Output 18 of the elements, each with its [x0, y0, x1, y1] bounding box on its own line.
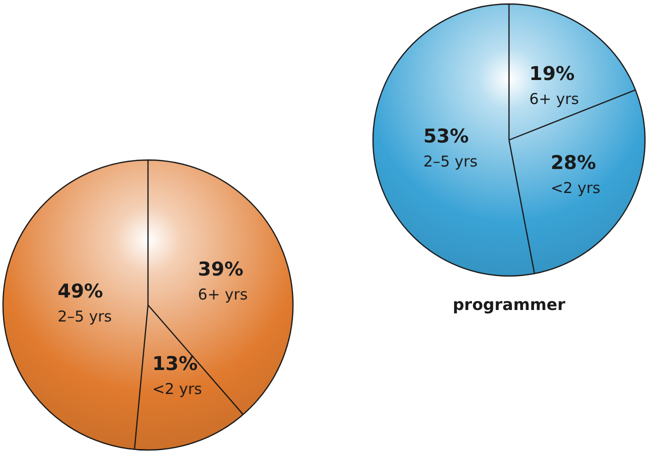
pie-slice [148, 160, 293, 414]
pie-slice [509, 4, 636, 140]
data-label: 13% [152, 353, 198, 376]
pie-slice [134, 305, 244, 450]
pie-slice [3, 160, 148, 450]
data-label: 39% [198, 258, 244, 281]
data-label: 49% [58, 280, 104, 303]
data-label: 53% [423, 125, 469, 148]
slice-label: 6+ yrs [529, 90, 580, 108]
slice-label: 2–5 yrs [58, 308, 112, 326]
pie-slice [509, 90, 645, 274]
slice-label: 6+ yrs [198, 286, 248, 304]
slice-label: <2 yrs [550, 178, 601, 197]
data-label: 28% [550, 152, 596, 174]
slice-label: 2–5 yrs [423, 152, 478, 170]
data-label: 19% [529, 62, 575, 85]
slice-label: <2 yrs [152, 380, 202, 398]
text: programmer [452, 295, 566, 314]
